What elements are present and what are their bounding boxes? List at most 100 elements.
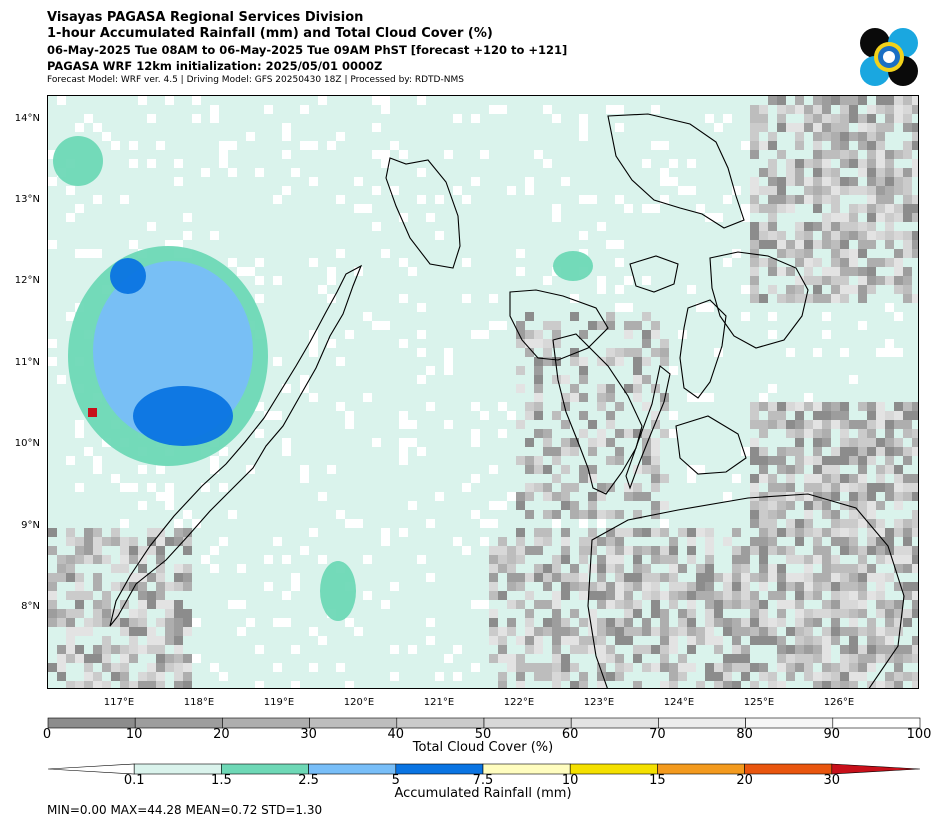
map-cell: [66, 258, 75, 267]
map-cell: [363, 663, 372, 672]
map-cell: [570, 213, 579, 222]
map-cell: [408, 681, 417, 688]
map-cell: [669, 222, 678, 231]
map-cell: [336, 339, 345, 348]
map-cell: [453, 213, 462, 222]
map-cell: [471, 582, 480, 591]
map-cell: [66, 663, 75, 672]
map-cell: [255, 456, 264, 465]
map-cell: [507, 456, 516, 465]
map-cell: [84, 438, 93, 447]
map-cell: [678, 303, 687, 312]
map-cell: [444, 159, 453, 168]
map-cell: [399, 303, 408, 312]
map-cell: [453, 465, 462, 474]
map-cell: [57, 654, 66, 663]
map-cell: [624, 357, 633, 366]
map-cell: [498, 168, 507, 177]
map-cell: [372, 483, 381, 492]
map-cell: [507, 411, 516, 420]
map-cell: [633, 663, 642, 672]
map-cell: [714, 492, 723, 501]
map-cell: [75, 654, 84, 663]
map-cell: [714, 564, 723, 573]
map-cell: [318, 150, 327, 159]
map-cell: [624, 663, 633, 672]
map-cell: [93, 627, 102, 636]
map-cell: [570, 339, 579, 348]
map-cell: [543, 294, 552, 303]
map-cell: [552, 636, 561, 645]
map-cell: [525, 168, 534, 177]
map-cell: [525, 411, 534, 420]
map-cell: [138, 609, 147, 618]
map-cell: [723, 339, 732, 348]
map-cell: [219, 492, 228, 501]
map-cell: [651, 339, 660, 348]
map-cell: [408, 375, 417, 384]
map-cell: [651, 528, 660, 537]
map-cell: [309, 555, 318, 564]
map-cell: [201, 195, 210, 204]
map-cell: [507, 159, 516, 168]
map-cell: [219, 258, 228, 267]
map-cell: [507, 114, 516, 123]
map-cell: [237, 546, 246, 555]
map-cell: [408, 555, 417, 564]
map-cell: [417, 483, 426, 492]
map-cell: [471, 564, 480, 573]
map-cell: [273, 591, 282, 600]
map-cell: [651, 276, 660, 285]
map-cell: [651, 357, 660, 366]
map-cell: [165, 195, 174, 204]
map-cell: [381, 582, 390, 591]
map-cell: [516, 447, 525, 456]
map-cell: [615, 555, 624, 564]
map-cell: [525, 276, 534, 285]
map-cell: [678, 105, 687, 114]
map-cell: [642, 96, 651, 105]
map-cell: [246, 213, 255, 222]
map-cell: [300, 276, 309, 285]
map-cell: [624, 411, 633, 420]
map-cell: [696, 501, 705, 510]
map-cell: [651, 150, 660, 159]
map-cell: [318, 429, 327, 438]
map-cell: [507, 546, 516, 555]
map-cell: [624, 429, 633, 438]
map-cell: [705, 366, 714, 375]
map-cell: [552, 519, 561, 528]
map-cell: [246, 222, 255, 231]
map-cell: [183, 555, 192, 564]
map-cell: [417, 591, 426, 600]
map-cell: [516, 420, 525, 429]
map-cell: [336, 510, 345, 519]
map-cell: [138, 231, 147, 240]
map-cell: [714, 555, 723, 564]
map-cell: [318, 510, 327, 519]
map-cell: [111, 249, 120, 258]
map-cell: [138, 114, 147, 123]
map-cell: [192, 672, 201, 681]
map-cell: [228, 474, 237, 483]
map-cell: [291, 339, 300, 348]
map-cell: [102, 258, 111, 267]
map-cell: [480, 600, 489, 609]
map-cell: [264, 483, 273, 492]
map-cell: [615, 501, 624, 510]
map-cell: [309, 393, 318, 402]
map-cell: [210, 618, 219, 627]
map-cell: [228, 105, 237, 114]
map-cell: [696, 384, 705, 393]
map-cell: [309, 258, 318, 267]
map-cell: [444, 654, 453, 663]
map-cell: [210, 582, 219, 591]
map-cell: [381, 141, 390, 150]
map-cell: [561, 285, 570, 294]
map-cell: [678, 618, 687, 627]
map-cell: [345, 384, 354, 393]
map-cell: [660, 312, 669, 321]
map-cell: [282, 591, 291, 600]
map-cell: [507, 636, 516, 645]
map-cell: [678, 636, 687, 645]
